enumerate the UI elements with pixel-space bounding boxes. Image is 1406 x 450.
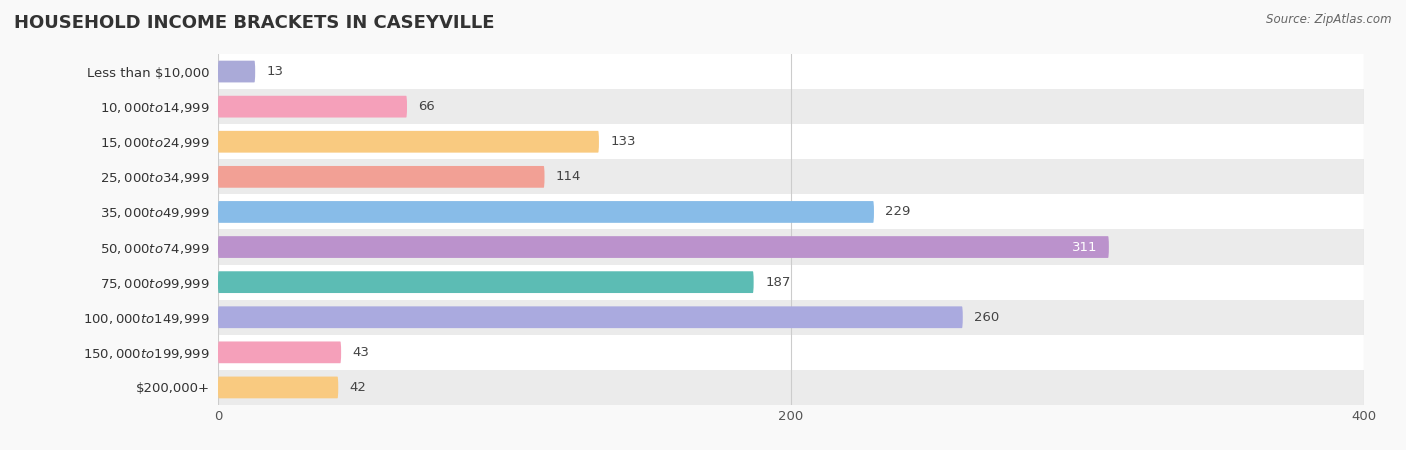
Text: HOUSEHOLD INCOME BRACKETS IN CASEYVILLE: HOUSEHOLD INCOME BRACKETS IN CASEYVILLE [14, 14, 495, 32]
Text: 133: 133 [610, 135, 636, 148]
FancyBboxPatch shape [218, 335, 1364, 370]
Text: 311: 311 [1071, 241, 1098, 253]
FancyBboxPatch shape [218, 236, 1109, 258]
Text: 66: 66 [419, 100, 436, 113]
FancyBboxPatch shape [218, 61, 254, 82]
FancyBboxPatch shape [218, 265, 1364, 300]
FancyBboxPatch shape [218, 89, 1364, 124]
Text: 43: 43 [353, 346, 370, 359]
FancyBboxPatch shape [218, 131, 599, 153]
Text: 114: 114 [555, 171, 581, 183]
FancyBboxPatch shape [218, 342, 342, 363]
Text: 187: 187 [765, 276, 790, 288]
Text: 13: 13 [267, 65, 284, 78]
FancyBboxPatch shape [218, 96, 406, 117]
FancyBboxPatch shape [218, 306, 963, 328]
FancyBboxPatch shape [218, 124, 1364, 159]
FancyBboxPatch shape [218, 230, 1364, 265]
Text: 42: 42 [350, 381, 367, 394]
FancyBboxPatch shape [218, 54, 1364, 89]
FancyBboxPatch shape [218, 159, 1364, 194]
Text: 229: 229 [886, 206, 911, 218]
FancyBboxPatch shape [218, 370, 1364, 405]
FancyBboxPatch shape [218, 300, 1364, 335]
FancyBboxPatch shape [218, 194, 1364, 230]
Text: Source: ZipAtlas.com: Source: ZipAtlas.com [1267, 14, 1392, 27]
FancyBboxPatch shape [218, 201, 875, 223]
FancyBboxPatch shape [218, 271, 754, 293]
FancyBboxPatch shape [218, 166, 544, 188]
Text: 260: 260 [974, 311, 1000, 324]
FancyBboxPatch shape [218, 377, 339, 398]
